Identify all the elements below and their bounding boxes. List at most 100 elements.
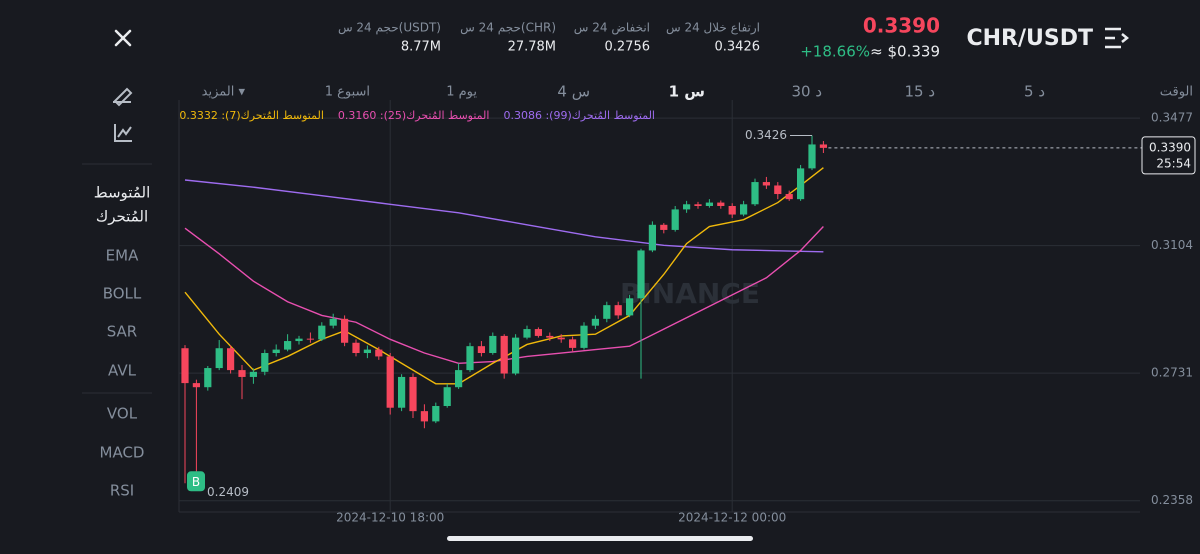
min-label: 0.2409: [207, 485, 249, 499]
ma-line: [184, 179, 824, 253]
candle-body: [432, 406, 440, 422]
price: 0.3390: [863, 14, 940, 38]
stat-value: 27.78M: [508, 40, 556, 55]
candle-body: [557, 337, 565, 340]
candle-body: [249, 371, 257, 377]
timeframe[interactable]: 1 اسبوع: [325, 85, 370, 100]
timeframe[interactable]: الوقت: [1160, 85, 1193, 100]
stat-label: حجم 24 س(USDT): [338, 21, 441, 36]
timeframe[interactable]: 30 د: [791, 83, 822, 101]
candle-body: [614, 305, 622, 316]
ma-line: [184, 226, 824, 364]
indicator[interactable]: EMA: [106, 247, 139, 265]
candle-body: [797, 168, 805, 200]
y-tick-label: 0.2731: [1151, 366, 1193, 380]
candle-body: [466, 346, 474, 371]
candle-body: [420, 411, 428, 422]
candle-body: [717, 202, 725, 206]
candle-body: [637, 250, 645, 299]
change: +18.66%: [800, 43, 870, 61]
pair: CHR/USDT: [966, 26, 1093, 51]
stat-label: ارتفاع خلال 24 س: [666, 21, 760, 36]
candle-body: [341, 318, 349, 343]
timeframe-more[interactable]: المزيد ▾: [202, 85, 246, 100]
stat-value: 0.2756: [605, 40, 651, 55]
buy-marker-box: [187, 471, 205, 492]
candle-body: [329, 318, 337, 326]
candle-body: [375, 349, 383, 357]
candle-body: [740, 204, 748, 215]
candle-body: [306, 338, 314, 340]
indicator-icon[interactable]: [114, 124, 132, 142]
candle-body: [284, 341, 292, 350]
last-price-box: [1141, 136, 1196, 175]
candle-body: [192, 383, 200, 388]
timeframe[interactable]: 1 يوم: [446, 85, 477, 100]
candle-body: [660, 224, 668, 230]
candle-body: [181, 348, 189, 384]
countdown: 25:54: [1156, 156, 1191, 170]
candle-body: [215, 348, 223, 369]
indicator[interactable]: المُتحرك: [96, 208, 148, 226]
y-tick-label: 0.2358: [1151, 493, 1193, 507]
candle-body: [500, 335, 508, 374]
candle-body: [546, 335, 554, 338]
stat-value: 8.77M: [401, 40, 441, 55]
indicator[interactable]: RSI: [110, 482, 134, 500]
candle-body: [534, 329, 542, 336]
close-button[interactable]: [114, 29, 132, 47]
stat-label: انخفاض 24 س: [574, 21, 650, 36]
stat-label: حجم 24 س(CHR): [460, 21, 556, 36]
candle-body: [477, 346, 485, 354]
draw-tool-icon[interactable]: [113, 87, 133, 107]
ma-line: [184, 167, 824, 385]
candle-body: [261, 353, 269, 372]
candle-body: [352, 342, 360, 354]
candle-body: [455, 370, 463, 388]
candle-body: [295, 338, 303, 342]
candle-body: [626, 298, 634, 316]
indicator[interactable]: VOL: [107, 405, 138, 423]
indicator[interactable]: AVL: [108, 362, 137, 380]
candle-body: [512, 337, 520, 374]
timeframe[interactable]: 4 س: [557, 83, 590, 101]
candle-body: [363, 349, 371, 354]
candle-body: [808, 144, 816, 169]
indicator[interactable]: BOLL: [103, 285, 142, 303]
candle-body: [683, 204, 691, 210]
menu-icon[interactable]: [1105, 27, 1130, 49]
candle-body: [523, 329, 531, 338]
x-tick-label: 2024-12-10 18:00: [336, 511, 444, 525]
timeframe[interactable]: 5 د: [1024, 83, 1045, 101]
approx-price: ≈ $0.339: [870, 43, 940, 61]
candle-body: [227, 348, 235, 371]
legend-entry: المتوسط المُتحرك(7): 0.3332: [179, 109, 324, 122]
x-tick-label: 2024-12-12 00:00: [678, 511, 786, 525]
stat-value: 0.3426: [715, 40, 761, 55]
candle-body: [386, 356, 394, 408]
candle-body: [705, 202, 713, 206]
candle-body: [774, 185, 782, 195]
candle-body: [318, 325, 326, 340]
candle-body: [569, 339, 577, 348]
candle-body: [591, 318, 599, 326]
candle-body: [443, 387, 451, 407]
indicator[interactable]: SAR: [107, 323, 137, 341]
indicator[interactable]: المُتوسط: [94, 184, 151, 202]
candle-body: [694, 204, 702, 206]
indicator[interactable]: MACD: [100, 444, 145, 462]
timeframe[interactable]: 15 د: [904, 83, 935, 101]
timeframe-active[interactable]: 1 س: [669, 83, 705, 101]
candle-body: [409, 376, 417, 412]
candle-body: [398, 376, 406, 408]
legend-entry: المتوسط المُتحرك(25): 0.3160: [338, 109, 490, 122]
candle-body: [728, 205, 736, 215]
candle-body: [762, 182, 770, 186]
buy-marker: B: [192, 475, 200, 489]
last-price-label: 0.3390: [1149, 140, 1191, 154]
candle-body: [671, 209, 679, 230]
y-tick-label: 0.3477: [1151, 111, 1193, 125]
